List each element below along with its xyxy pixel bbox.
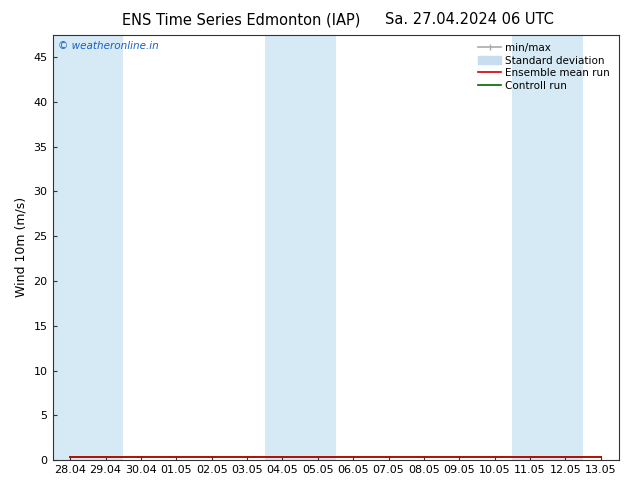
- Text: © weatheronline.in: © weatheronline.in: [58, 41, 159, 51]
- Bar: [512, 35, 548, 460]
- Text: Sa. 27.04.2024 06 UTC: Sa. 27.04.2024 06 UTC: [385, 12, 553, 27]
- Bar: [53, 35, 88, 460]
- Bar: [300, 35, 335, 460]
- Bar: [88, 35, 123, 460]
- Y-axis label: Wind 10m (m/s): Wind 10m (m/s): [15, 197, 28, 297]
- Text: ENS Time Series Edmonton (IAP): ENS Time Series Edmonton (IAP): [122, 12, 360, 27]
- Legend: min/max, Standard deviation, Ensemble mean run, Controll run: min/max, Standard deviation, Ensemble me…: [476, 40, 613, 94]
- Bar: [265, 35, 300, 460]
- Bar: [548, 35, 583, 460]
